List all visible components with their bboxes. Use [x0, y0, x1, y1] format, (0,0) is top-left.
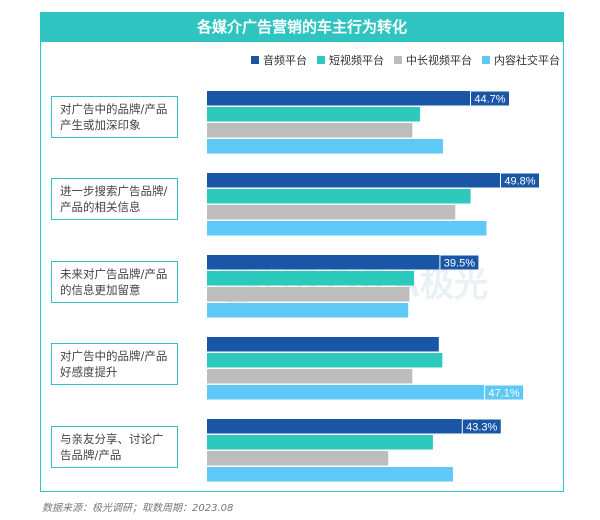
- category-label: 未来对广告品牌/产品的信息更加留意: [51, 261, 178, 303]
- bar: [207, 435, 433, 450]
- legend-swatch: [317, 56, 325, 64]
- category-label: 对广告中的品牌/产品产生或加深印象: [51, 96, 178, 138]
- source-note: 数据来源：极光调研；取数周期：2023.08: [42, 503, 234, 514]
- category-label-text: 进一步搜索广告品牌/产品的相关信息: [60, 184, 168, 214]
- data-label-bg: [462, 419, 501, 434]
- category-label: 与亲友分享、讨论广告品牌/产品: [51, 426, 178, 468]
- bar: [207, 91, 470, 106]
- legend-swatch: [482, 56, 490, 64]
- legend-item: 音频平台: [251, 52, 307, 68]
- bar: [207, 221, 487, 236]
- bar: [207, 189, 471, 204]
- data-label-bg: [440, 255, 479, 270]
- bar: [207, 173, 500, 188]
- bar: [207, 337, 439, 352]
- legend-label: 短视频平台: [329, 54, 384, 67]
- legend-item: 内容社交平台: [482, 52, 560, 68]
- chart-title: 各媒介广告营销的车主行为转化: [40, 12, 564, 42]
- legend-item: 中长视频平台: [394, 52, 472, 68]
- data-label: 43.3%: [466, 422, 497, 434]
- bar: [207, 419, 462, 434]
- bar: [207, 353, 443, 368]
- legend-item: 短视频平台: [317, 52, 384, 68]
- bar: [207, 123, 413, 138]
- bar: [207, 369, 413, 384]
- bar: [207, 287, 410, 302]
- legend-label: 内容社交平台: [494, 54, 560, 67]
- category-label-text: 与亲友分享、讨论广告品牌/产品: [60, 432, 164, 462]
- legend-swatch: [394, 56, 402, 64]
- legend-label: 音频平台: [263, 54, 307, 67]
- category-label: 对广告中的品牌/产品好感度提升: [51, 343, 178, 385]
- category-label-text: 对广告中的品牌/产品产生或加深印象: [60, 102, 168, 132]
- data-label: 49.8%: [504, 176, 535, 188]
- bar: [207, 107, 420, 122]
- bar: [207, 139, 443, 154]
- category-label-text: 未来对广告品牌/产品的信息更加留意: [60, 267, 168, 297]
- bar: [207, 303, 409, 318]
- bar: [207, 385, 485, 400]
- category-label-text: 对广告中的品牌/产品好感度提升: [60, 349, 168, 379]
- data-label-bg: [485, 385, 524, 400]
- data-label: 39.5%: [444, 258, 475, 270]
- bar: [207, 255, 440, 270]
- data-label: 44.7%: [474, 94, 505, 106]
- legend-swatch: [251, 56, 259, 64]
- bar: [207, 451, 389, 466]
- bar: [207, 205, 456, 220]
- svg-text:极光: 极光: [420, 265, 488, 305]
- data-label-bg: [470, 91, 509, 106]
- category-label: 进一步搜索广告品牌/产品的相关信息: [51, 178, 178, 220]
- data-label-bg: [501, 173, 539, 188]
- data-label: 47.1%: [489, 388, 520, 400]
- bar: [207, 467, 453, 482]
- bar: [207, 271, 415, 286]
- legend-label: 中长视频平台: [406, 54, 472, 67]
- legend: 音频平台 短视频平台 中长视频平台 内容社交平台: [251, 52, 560, 68]
